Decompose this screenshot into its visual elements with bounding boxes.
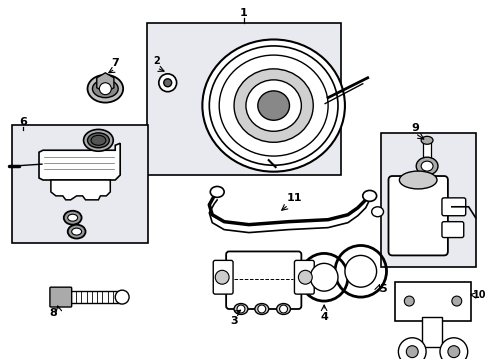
Polygon shape (39, 143, 120, 180)
Ellipse shape (210, 186, 224, 197)
Text: 8: 8 (49, 308, 57, 318)
Circle shape (298, 270, 312, 284)
Circle shape (310, 264, 337, 291)
Ellipse shape (67, 225, 85, 239)
Circle shape (215, 270, 228, 284)
Bar (12, 125, 147, 243)
Bar (421, 317, 441, 347)
Ellipse shape (245, 80, 301, 131)
FancyBboxPatch shape (387, 176, 447, 255)
Bar (69, 291, 120, 303)
Text: 3: 3 (230, 316, 237, 326)
Text: 5: 5 (378, 284, 386, 294)
FancyBboxPatch shape (294, 260, 314, 294)
Ellipse shape (362, 190, 376, 201)
Text: 7: 7 (111, 58, 119, 68)
Circle shape (398, 338, 425, 360)
Ellipse shape (371, 207, 383, 217)
Circle shape (439, 338, 467, 360)
Ellipse shape (234, 69, 313, 142)
Ellipse shape (87, 133, 109, 148)
FancyBboxPatch shape (213, 260, 233, 294)
Circle shape (279, 305, 287, 313)
Ellipse shape (72, 228, 81, 235)
Polygon shape (51, 180, 110, 200)
FancyBboxPatch shape (441, 198, 465, 216)
Ellipse shape (209, 46, 337, 165)
Ellipse shape (257, 91, 289, 120)
Ellipse shape (92, 80, 118, 98)
Circle shape (159, 74, 176, 92)
Ellipse shape (415, 157, 437, 175)
Text: 1: 1 (240, 8, 247, 18)
Ellipse shape (202, 40, 344, 172)
Text: 11: 11 (286, 193, 302, 203)
Ellipse shape (67, 214, 78, 221)
Ellipse shape (276, 303, 290, 314)
Ellipse shape (91, 135, 105, 145)
Ellipse shape (219, 55, 327, 156)
Text: 10: 10 (472, 290, 486, 300)
FancyBboxPatch shape (441, 222, 463, 238)
Ellipse shape (234, 303, 247, 314)
Circle shape (163, 79, 171, 87)
Circle shape (344, 255, 376, 287)
Ellipse shape (399, 171, 436, 189)
Ellipse shape (63, 211, 81, 225)
Text: 2: 2 (153, 56, 160, 66)
FancyBboxPatch shape (395, 282, 469, 321)
Circle shape (257, 305, 265, 313)
FancyBboxPatch shape (50, 287, 72, 307)
Text: 6: 6 (19, 117, 27, 127)
Circle shape (115, 290, 129, 304)
Circle shape (237, 305, 244, 313)
Ellipse shape (254, 303, 268, 314)
Bar (146, 23, 340, 175)
Ellipse shape (420, 161, 432, 171)
Ellipse shape (420, 136, 432, 144)
Circle shape (404, 296, 413, 306)
Text: 4: 4 (320, 312, 327, 322)
Circle shape (451, 296, 461, 306)
Circle shape (447, 346, 459, 357)
Text: 9: 9 (410, 123, 418, 134)
FancyBboxPatch shape (225, 251, 301, 309)
Ellipse shape (87, 75, 123, 103)
Circle shape (406, 346, 417, 357)
Ellipse shape (83, 129, 113, 151)
Bar (422, 140, 430, 162)
Bar (380, 133, 475, 267)
Circle shape (99, 83, 111, 95)
